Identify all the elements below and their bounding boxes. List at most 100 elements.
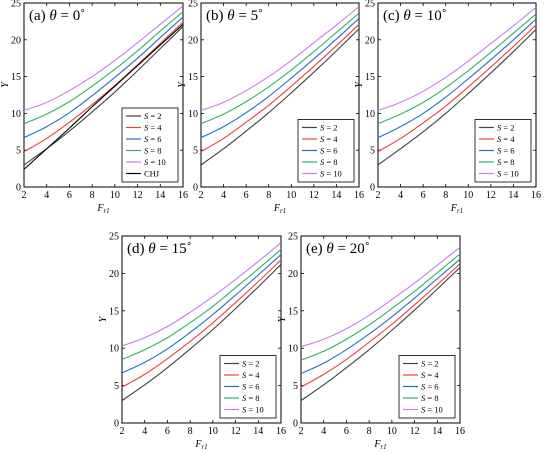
series-line-4	[378, 13, 536, 125]
y-axis-label: Y	[277, 315, 288, 322]
y-tick-label: 20	[109, 269, 119, 280]
legend-label: S = 10	[497, 169, 519, 179]
series-line-5	[201, 6, 359, 111]
legend-label: S = 10	[320, 169, 342, 179]
x-tick-label: 2	[120, 426, 125, 437]
x-tick-label: 4	[221, 190, 226, 201]
x-tick-label: 8	[90, 190, 95, 201]
series-line-2	[378, 24, 536, 153]
series-line-3	[201, 18, 359, 139]
series-line-1	[122, 264, 281, 402]
series-group	[201, 6, 359, 166]
legend-label: S = 4	[320, 134, 338, 144]
y-tick-label: 10	[288, 344, 298, 355]
x-tick-label: 16	[455, 426, 465, 437]
x-tick-label: 2	[376, 190, 381, 201]
legend-label: S = 6	[144, 134, 162, 144]
x-tick-label: 16	[531, 190, 541, 201]
y-tick-label: 5	[114, 381, 119, 392]
y-axis-label: Y	[177, 81, 188, 88]
y-tick-label: 5	[16, 146, 21, 157]
legend-label: S = 2	[320, 123, 338, 133]
legend-label: S = 8	[421, 393, 439, 403]
y-tick-label: 0	[193, 183, 198, 194]
x-axis-label: Fr1	[450, 203, 463, 215]
legend: S = 2S = 4 S = 6S = 8 S = 10	[219, 355, 277, 419]
series-line-2	[24, 21, 183, 153]
legend-label: S = 2	[144, 111, 162, 121]
y-tick-label: 25	[365, 0, 375, 10]
legend-label: S = 8	[144, 146, 162, 156]
panel-title: (e) θ = 20˚	[306, 241, 370, 257]
chart-panel-4: 2 4 6 8 10 12 14 16 0 5 10 15 20 25 Fr1 Y (d) θ = 15˚ S =…	[98, 232, 286, 452]
y-tick-label: 10	[109, 344, 119, 355]
chart-panel-5: 2 4 6 8 10 12 14 16 0 5 10 15 20 25 Fr1 Y (e) θ = 20˚ S =…	[277, 232, 465, 452]
series-group	[24, 5, 183, 170]
series-line-1	[201, 28, 359, 166]
x-tick-label: 12	[410, 426, 420, 437]
legend-label: S = 2	[242, 359, 260, 369]
x-axis-label: Fr1	[273, 203, 286, 215]
y-tick-label: 20	[11, 35, 21, 46]
series-line-6	[24, 23, 183, 170]
y-tick-label: 0	[114, 419, 119, 430]
x-tick-label: 6	[67, 190, 72, 201]
series-line-5	[24, 5, 183, 111]
y-tick-label: 5	[370, 146, 375, 157]
series-line-1	[301, 267, 460, 402]
plot-frame	[121, 235, 282, 424]
series-line-3	[378, 18, 536, 139]
series-line-1	[378, 29, 536, 166]
series-line-3	[24, 16, 183, 139]
legend-label: CHJ	[144, 169, 160, 179]
chart-panel-1: 2 4 6 8 10 12 14 16 0 5 10 15 20 25 Fr1 Y (a) θ = 0˚ S = …	[0, 0, 188, 215]
x-tick-label: 10	[463, 190, 473, 201]
legend-box	[121, 107, 179, 183]
panel-title: (b) θ = 5˚	[206, 8, 263, 24]
y-tick-label: 10	[188, 109, 198, 120]
y-tick-label: 20	[188, 35, 198, 46]
series-group	[378, 6, 536, 166]
legend: S = 2S = 4 S = 6S = 8 S = 10	[297, 119, 355, 183]
series-line-2	[301, 263, 460, 388]
y-tick-label: 25	[109, 232, 119, 243]
legend-label: S = 8	[320, 157, 338, 167]
series-line-5	[301, 246, 460, 348]
panel-title: (d) θ = 15˚	[127, 241, 192, 257]
y-tick-label: 10	[365, 109, 375, 120]
x-axis-label: Fr1	[96, 203, 109, 215]
y-tick-label: 10	[11, 109, 21, 120]
x-tick-label: 6	[421, 190, 426, 201]
chart-panel-3: 2 4 6 8 10 12 14 16 0 5 10 15 20 25 Fr1 Y (c) θ = 10˚ S =…	[354, 0, 541, 215]
x-tick-label: 4	[44, 190, 49, 201]
legend-label: S = 6	[242, 382, 260, 392]
series-line-5	[122, 242, 281, 347]
panel-title: (a) θ = 0˚	[29, 8, 85, 24]
y-axis-label: Y	[354, 81, 365, 88]
legend-label: S = 6	[320, 146, 338, 156]
y-tick-label: 15	[288, 306, 298, 317]
x-tick-label: 10	[286, 190, 296, 201]
y-tick-label: 0	[16, 183, 21, 194]
x-tick-label: 16	[354, 190, 364, 201]
legend-label: S = 6	[497, 146, 515, 156]
x-tick-label: 8	[188, 426, 193, 437]
y-tick-label: 5	[293, 381, 298, 392]
x-tick-label: 6	[244, 190, 249, 201]
x-tick-label: 6	[165, 426, 170, 437]
y-tick-label: 15	[11, 72, 21, 83]
x-tick-label: 2	[199, 190, 204, 201]
legend-label: S = 2	[421, 359, 439, 369]
y-tick-label: 25	[288, 232, 298, 243]
series-line-5	[378, 6, 536, 111]
series-line-4	[301, 253, 460, 361]
x-tick-label: 16	[276, 426, 286, 437]
y-tick-label: 5	[193, 146, 198, 157]
x-tick-label: 10	[208, 426, 218, 437]
x-tick-label: 14	[253, 426, 263, 437]
x-axis-label: Fr1	[194, 439, 207, 451]
x-tick-label: 12	[231, 426, 241, 437]
plot-frame	[200, 2, 360, 188]
y-tick-label: 20	[288, 269, 298, 280]
